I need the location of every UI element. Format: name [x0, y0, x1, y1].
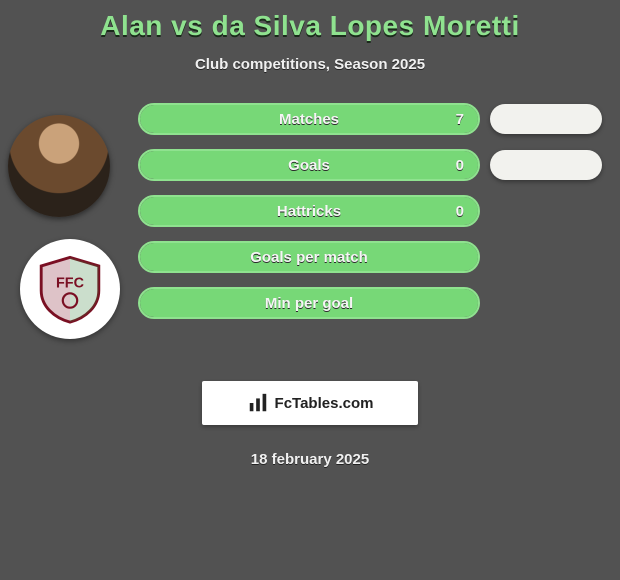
content-area: FFC Matches7 Goals0 Hattricks0 Goals per ma…: [0, 103, 620, 363]
stat-bars: Matches7 Goals0 Hattricks0 Goals per match M…: [138, 103, 480, 333]
stat-bar-fill: [140, 197, 478, 225]
stat-bar-fill: [140, 243, 478, 271]
stat-bar-fill: [140, 289, 478, 317]
stat-bar-fill: [140, 105, 478, 133]
stat-bar-row: Min per goal: [138, 287, 480, 319]
stat-bar-fill: [140, 151, 478, 179]
player-right-pill: [490, 104, 602, 134]
date-text: 18 february 2025: [0, 451, 620, 468]
stat-bar-row: Goals0: [138, 149, 480, 181]
player-left-club-badge: FFC: [20, 239, 120, 339]
stat-bar-row: Hattricks0: [138, 195, 480, 227]
stat-bar-row: Goals per match: [138, 241, 480, 273]
player-left-avatar: [8, 115, 110, 217]
bar-chart-icon: [247, 392, 269, 414]
brand-text: FcTables.com: [275, 395, 374, 412]
comparison-card: Alan vs da Silva Lopes Moretti Club comp…: [0, 0, 620, 580]
club-shield-icon: FFC: [34, 253, 106, 325]
player-right-pill: [490, 150, 602, 180]
svg-text:FFC: FFC: [56, 276, 84, 292]
subtitle: Club competitions, Season 2025: [0, 56, 620, 73]
brand-box: FcTables.com: [202, 381, 418, 425]
stat-bar-row: Matches7: [138, 103, 480, 135]
page-title: Alan vs da Silva Lopes Moretti: [0, 0, 620, 42]
